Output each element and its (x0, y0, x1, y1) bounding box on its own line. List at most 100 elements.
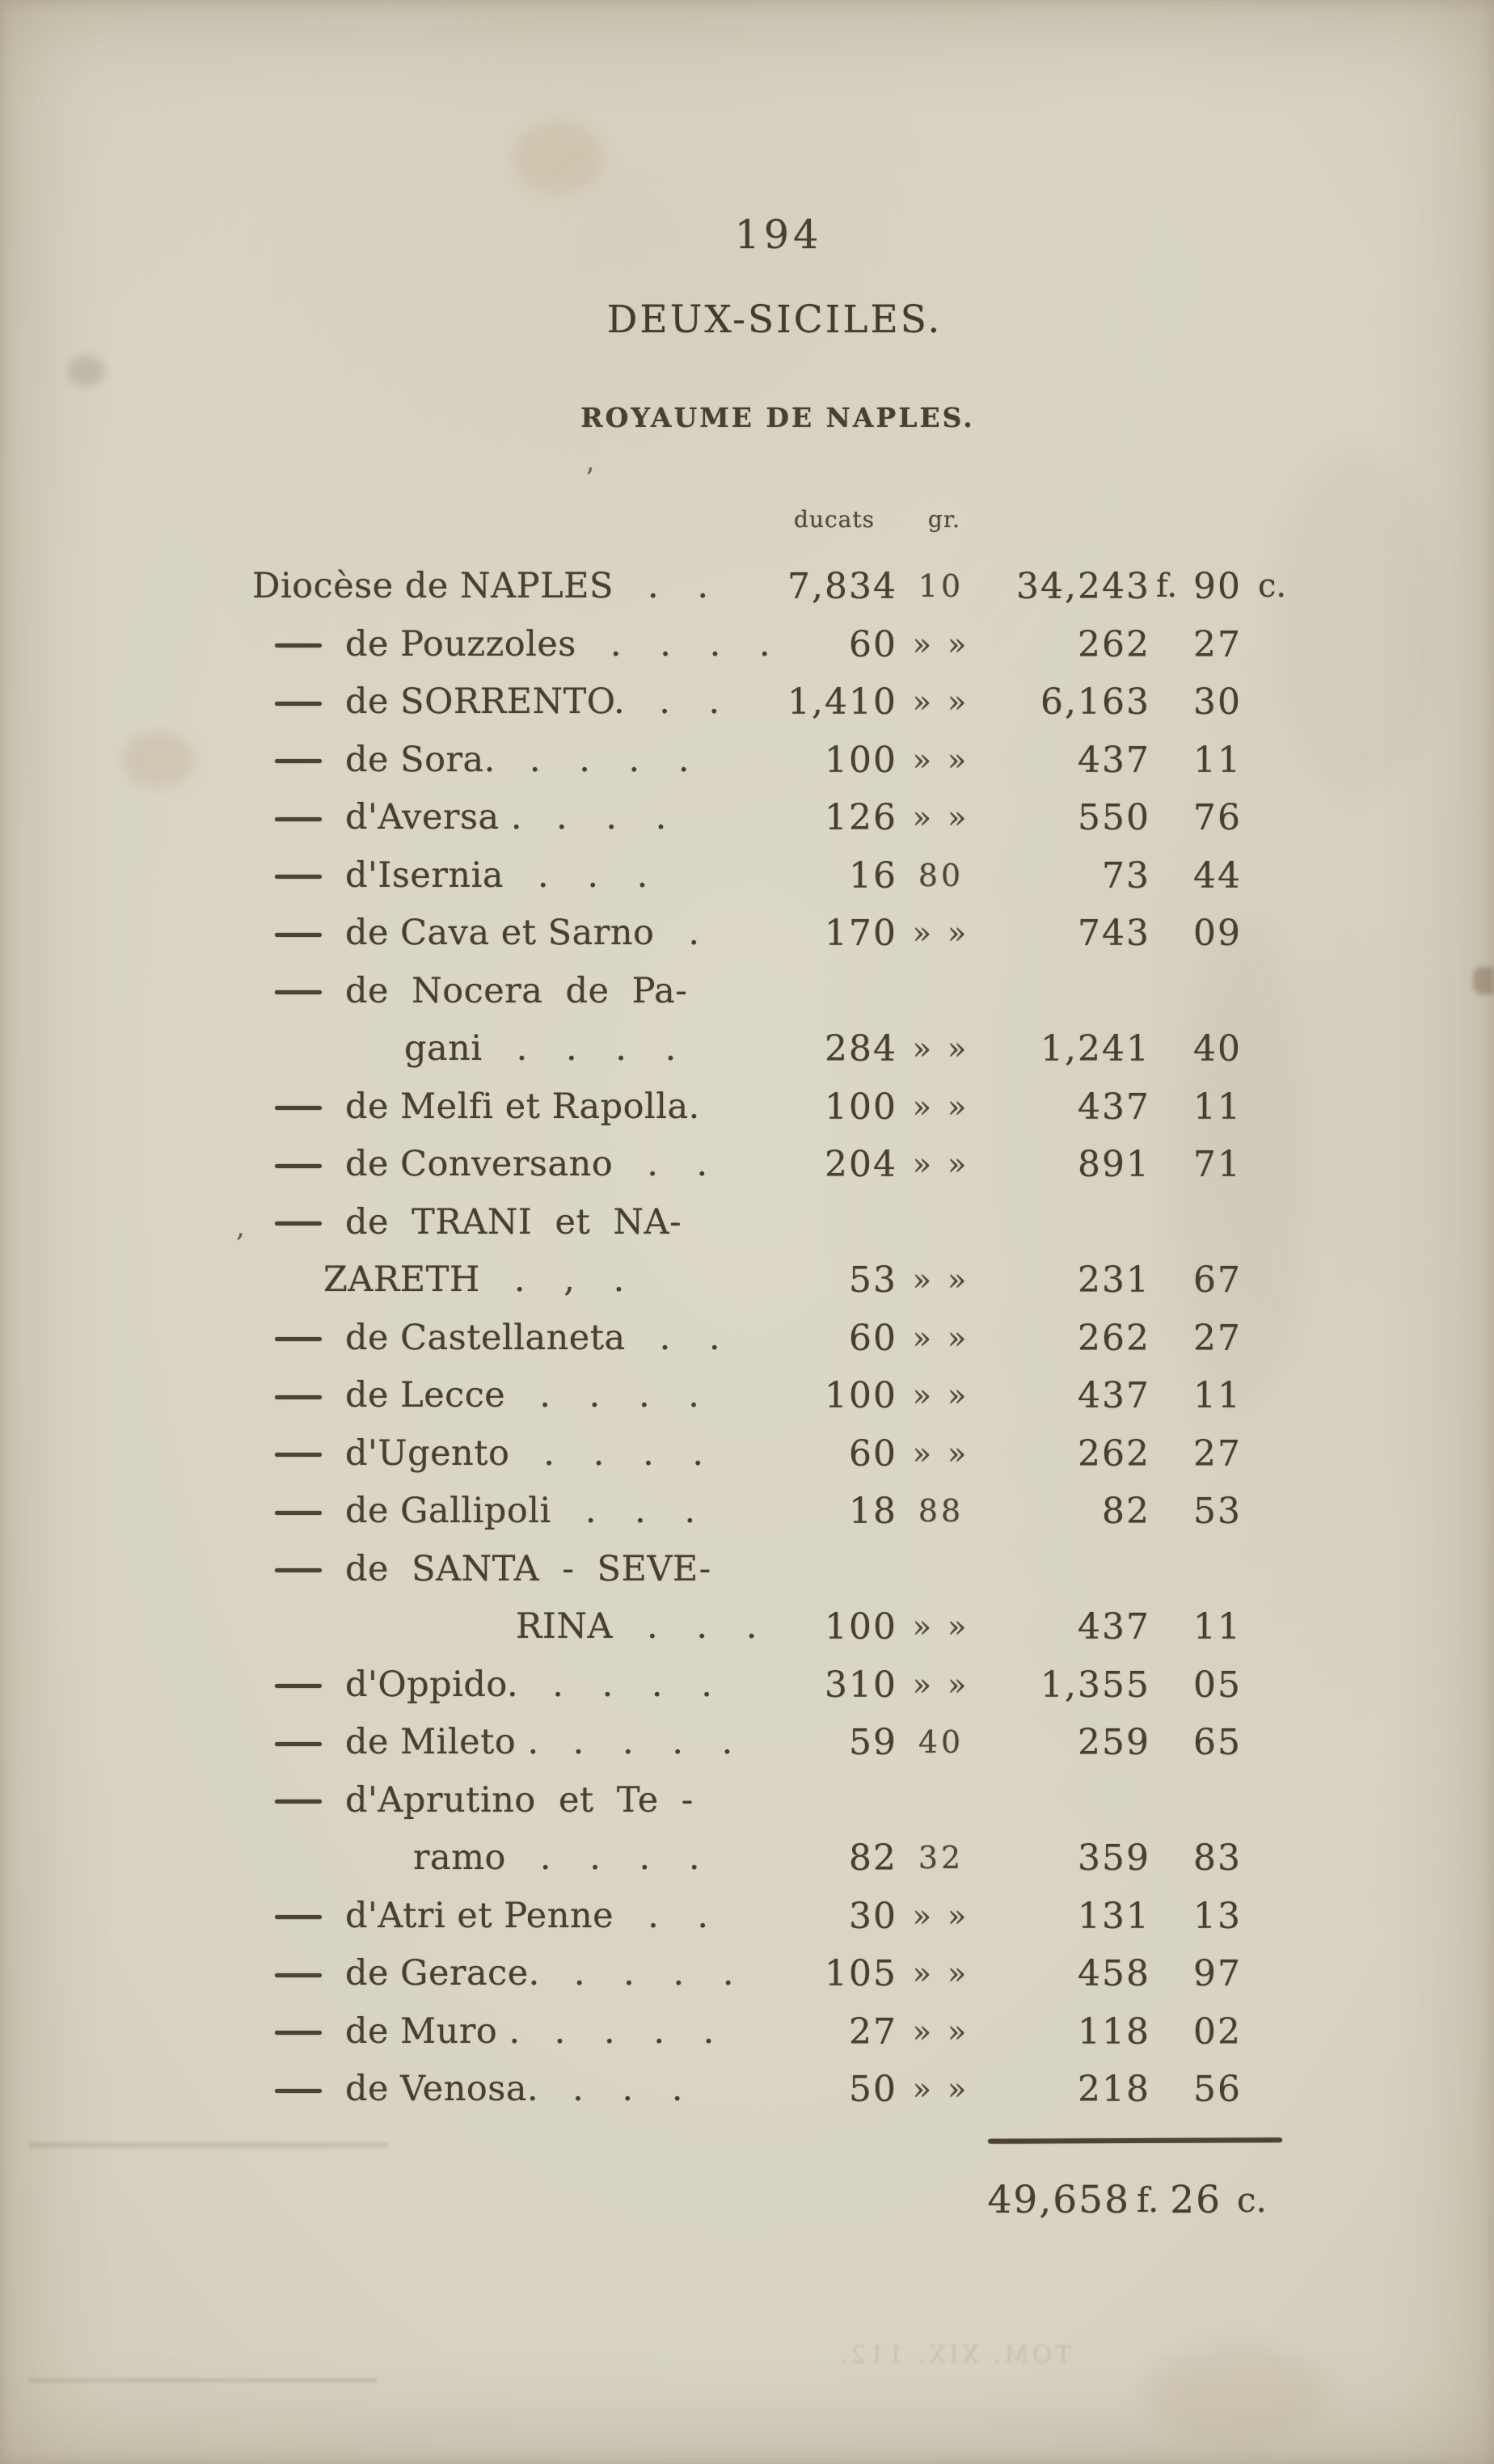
diocese-label: d'Oppido. . . . . (345, 1656, 714, 1715)
table-row: d'Oppido. . . . . 310 » » 1,355 05 (0, 1656, 1494, 1715)
diocese-label: de Cava et Sarno. (345, 905, 701, 963)
ducats-value: 60 (849, 1432, 897, 1475)
page-subtitle: ROYAUME DE NAPLES. (580, 402, 975, 433)
em-dash-ditto-mark (275, 990, 322, 995)
leader-dots: . , . (513, 1259, 627, 1300)
table-row: de Gerace. . . . . 105 » » 458 97 (0, 1945, 1494, 2003)
em-dash-ditto-mark (275, 1453, 322, 1458)
ducats-value: 170 (825, 913, 897, 954)
francs-value: 262 (1078, 1317, 1150, 1359)
diocese-label-text: gani (404, 1028, 483, 1069)
diocese-label: de Muro . . . . . (345, 2003, 715, 2061)
total-francs: 49,658 (987, 2178, 1130, 2222)
francs-value: 437 (1078, 739, 1150, 781)
table-row: de Conversano . . 204 » » 891 71 (0, 1136, 1494, 1194)
leader-dots: . . . . (573, 1953, 736, 1994)
grains-value: » » (912, 2071, 970, 2107)
diocese-label-text: ZARETH (323, 1259, 480, 1300)
ducats-value: 27 (849, 2010, 897, 2053)
leader-dots: . . . . (554, 2010, 716, 2052)
grains-value: » » (912, 1088, 970, 1124)
diocese-label: de Gerace. . . . . (345, 1945, 736, 2003)
centimes-value: 65 (1193, 1722, 1242, 1763)
diocese-label: de Conversano . . (345, 1136, 709, 1194)
diocese-label: d'Ugento . . . . (345, 1425, 705, 1483)
centimes-value: 97 (1193, 1953, 1242, 1994)
centimes-value: 13 (1193, 1895, 1242, 1937)
ducats-value: 100 (825, 1606, 897, 1648)
table-row: de Pouzzoles . . . . 60 » » 262 27 (0, 616, 1494, 674)
ducats-value: 60 (849, 1317, 897, 1359)
total-row: 49,658 f. 26 c. (0, 2168, 1494, 2233)
diocese-label: de TRANI et NA- (345, 1194, 682, 1252)
grains-value: » » (912, 1378, 970, 1413)
diocese-label-text: de Gallipoli (345, 1491, 551, 1531)
total-rule (987, 2137, 1283, 2144)
diocese-label: d'Aprutino et Te - (345, 1772, 694, 1830)
page-title: DEUX-SICILES. (606, 297, 943, 342)
diocese-label-text: d'Oppido. (345, 1664, 519, 1705)
centimes-value: 11 (1193, 1606, 1242, 1648)
diocese-label: de Lecce . . . . (345, 1367, 701, 1425)
grains-value: 80 (918, 857, 964, 893)
leader-dots: . . . (647, 1606, 759, 1647)
table-row: d'Aversa . . . . 126 » » 550 76 (0, 789, 1494, 847)
francs-value: 118 (1078, 2010, 1150, 2053)
grains-value: » » (912, 1031, 970, 1066)
centimes-value: 11 (1193, 1375, 1242, 1416)
leader-dots: . . (659, 681, 722, 722)
em-dash-ditto-mark (275, 816, 322, 821)
em-dash-ditto-mark (275, 1972, 322, 1977)
centimes-value: 27 (1193, 1432, 1242, 1475)
table-row: de Gallipoli . . . 18 88 82 53 (0, 1483, 1494, 1541)
stray-print-mark: ’ (585, 462, 594, 495)
francs-value: 34,243 (1016, 566, 1150, 607)
table-row: ramo . . . . 82 32 359 83 (0, 1829, 1494, 1888)
francs-value: 231 (1078, 1259, 1150, 1301)
grains-value: » » (912, 1609, 970, 1644)
ducats-value: 105 (825, 1953, 897, 1994)
table-row: de Mileto . . . . . 59 40 259 65 (0, 1714, 1494, 1772)
leader-dots: . (688, 913, 702, 953)
diocese-label: de Nocera de Pa- (345, 963, 687, 1021)
diocese-label-text: de Lecce (345, 1375, 506, 1416)
centimes-value: 90 (1193, 566, 1242, 607)
francs-value: 437 (1078, 1606, 1150, 1648)
ducats-value: 82 (849, 1837, 897, 1879)
em-dash-ditto-mark (275, 1915, 322, 1920)
francs-value: 73 (1102, 854, 1150, 897)
centimes-value: 56 (1193, 2069, 1242, 2110)
centimes-value: 40 (1193, 1028, 1242, 1070)
ducats-value: 204 (825, 1144, 897, 1185)
centimes-value: 76 (1193, 797, 1242, 838)
centimes-value: 27 (1193, 623, 1242, 665)
table-row: d'Atri et Penne . . 30 » » 131 13 (0, 1888, 1494, 1946)
diocese-label-text: de Muro . (345, 2010, 521, 2052)
page-number: 194 (734, 212, 823, 258)
diocese-label-text: de Cava et Sarno (345, 913, 655, 953)
centimes-value: 02 (1193, 2010, 1242, 2053)
diocese-label: de SORRENTO. . . (345, 673, 721, 732)
bleedthrough-rule (29, 2378, 377, 2382)
table-row: d'Ugento . . . . 60 » » 262 27 (0, 1425, 1494, 1483)
centimes-value: 27 (1193, 1317, 1242, 1359)
diocese-label: Diocèse de NAPLES . . (252, 558, 710, 616)
diocese-label: de Castellaneta . . (345, 1310, 722, 1368)
leader-dots: . . . . (516, 1028, 678, 1069)
grains-value: » » (912, 1666, 970, 1702)
centimes-unit: c. (1258, 567, 1287, 605)
diocese-label-text: de TRANI et NA- (345, 1201, 682, 1243)
francs-value: 1,355 (1040, 1664, 1150, 1706)
ducats-value: 18 (849, 1491, 897, 1532)
em-dash-ditto-mark (275, 1510, 322, 1515)
grains-value: » » (912, 1262, 970, 1297)
diocese-label: ZARETH . , . (323, 1251, 626, 1310)
ducats-value: 59 (849, 1722, 897, 1763)
diocese-label-text: de SORRENTO. (345, 681, 626, 722)
diocese-label: RINA . . . (516, 1598, 758, 1656)
centimes-value: 11 (1193, 1086, 1242, 1128)
bleedthrough-footer-text: TOM. XIX. 112. (836, 2341, 1072, 2369)
bleedthrough-rule (29, 2142, 388, 2148)
table-row: de Muro . . . . . 27 » » 118 02 (0, 2003, 1494, 2061)
